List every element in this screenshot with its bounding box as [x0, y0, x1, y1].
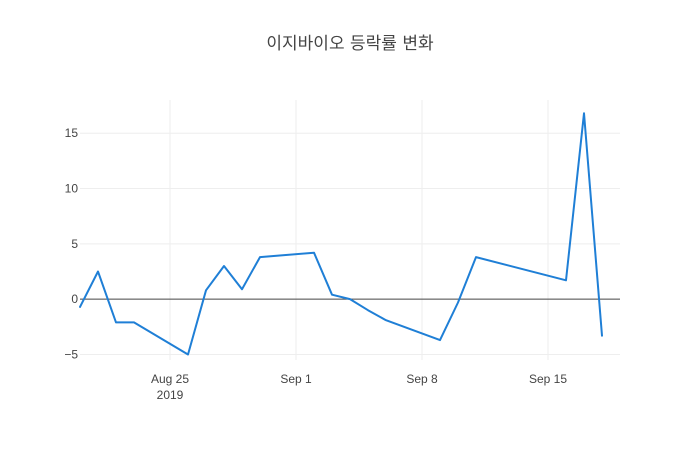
series-layer — [79, 112, 603, 356]
x-tick-label: Sep 15 — [529, 372, 567, 386]
x-tick-label: Sep 1 — [280, 372, 312, 386]
y-tick-label: 0 — [71, 292, 78, 306]
chart-title: 이지바이오 등락률 변화 — [266, 34, 434, 54]
y-tick-label: −5 — [64, 347, 78, 361]
y-tick-label: 10 — [65, 182, 79, 196]
x-tick-label: Sep 8 — [406, 372, 438, 386]
y-tick-label: 5 — [71, 237, 78, 251]
series-line — [79, 112, 603, 356]
grid-layer — [80, 100, 620, 360]
x-tick-label: Aug 25 — [151, 372, 189, 386]
x-tick-sublabel: 2019 — [157, 388, 184, 402]
x-axis-ticks: Aug 25 2019 Sep 1 Sep 8 Sep 15 — [151, 372, 567, 402]
y-axis-ticks: −5 0 5 10 15 — [64, 126, 78, 361]
y-tick-label: 15 — [65, 126, 79, 140]
